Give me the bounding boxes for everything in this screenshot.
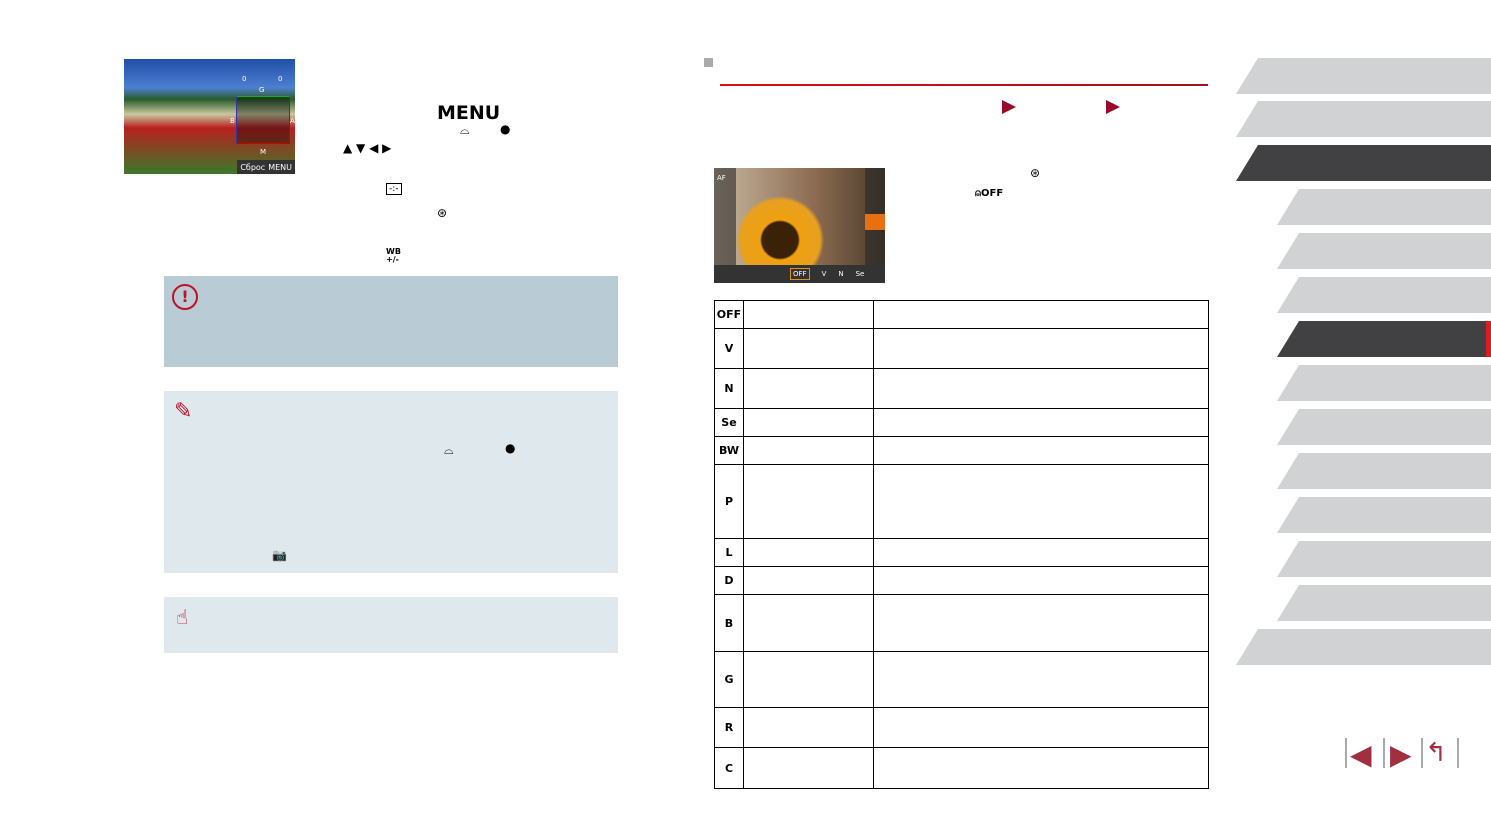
my-colors-table: OFF V N Se BW P L D B G R C [714, 300, 1209, 789]
control-dial-icon: ● [500, 122, 511, 136]
option-n: N [838, 270, 844, 278]
info-button-icon: -:- [386, 183, 402, 195]
next-page-icon[interactable]: ▶ [1390, 738, 1412, 771]
table-row: R [714, 707, 1209, 748]
selected-my-colors-item [865, 214, 885, 230]
my-colors-icon: OFF [714, 300, 744, 329]
sidebar-subtab[interactable] [1277, 453, 1491, 489]
axis-g: G [259, 86, 265, 94]
previous-page-icon[interactable]: ◀ [1350, 738, 1372, 771]
option-v: V [821, 270, 827, 278]
my-colors-icon: L [714, 538, 744, 567]
wb-value: 0 [278, 75, 283, 83]
table-row: G [714, 651, 1209, 708]
sidebar-subtab[interactable] [1277, 541, 1491, 577]
table-row: C [714, 747, 1209, 789]
sidebar-subtab[interactable] [1277, 585, 1491, 621]
axis-b: B [230, 117, 235, 125]
my-colors-icon: V [714, 328, 744, 369]
main-dial-icon: ⌓ [444, 443, 454, 457]
touch-icon: ☝ [176, 605, 189, 629]
my-colors-screen: AF OFF V N Se [714, 168, 885, 283]
table-row: OFF [714, 300, 1209, 329]
caution-note: ! [164, 276, 618, 367]
wb-correction-grid [236, 96, 290, 144]
memo-note: ✎ ⌓ ● 📷 [164, 391, 618, 573]
touch-note: ☝ [164, 597, 618, 653]
arrow-keys-icon: ▲ ▼ ◀ ▶ [343, 141, 392, 155]
sidebar-tab-active[interactable] [1236, 145, 1491, 181]
active-marker [1486, 321, 1491, 357]
sidebar-subtab[interactable] [1277, 189, 1491, 225]
nav-divider [1457, 738, 1459, 768]
my-colors-icon: BW [714, 436, 744, 465]
my-colors-icon: Se [714, 408, 744, 437]
screen-footer: Сброс MENU [237, 160, 295, 174]
nav-divider [1421, 738, 1423, 768]
table-row: BW [714, 436, 1209, 465]
table-row: L [714, 538, 1209, 567]
sidebar-tab[interactable] [1236, 629, 1491, 665]
white-balance-correction-screen: 0 0 G B A M Сброс MENU [124, 59, 295, 174]
sidebar-subtab[interactable] [1277, 497, 1491, 533]
func-set-icon: ⊛ [437, 206, 448, 220]
sidebar-subtab[interactable] [1277, 365, 1491, 401]
wb-value: 0 [242, 75, 247, 83]
options-bar: OFF V N Se [714, 265, 885, 283]
nav-divider [1383, 738, 1385, 768]
option-off: OFF [790, 268, 810, 280]
section-rule [720, 84, 1208, 86]
nav-divider [1345, 738, 1347, 768]
table-row: V [714, 328, 1209, 369]
sidebar-subtab[interactable] [1277, 233, 1491, 269]
my-colors-icon: R [714, 707, 744, 748]
my-colors-icon: N [714, 368, 744, 409]
option-se: Se [855, 270, 865, 278]
back-icon[interactable]: ↰ [1425, 738, 1447, 768]
camera-icon: 📷 [272, 548, 287, 562]
my-colors-icon: G [714, 651, 744, 708]
func-set-icon: ⊛ [1030, 166, 1041, 180]
sidebar-subtab[interactable] [1277, 277, 1491, 313]
my-colors-icon: D [714, 566, 744, 595]
menu-back-label: MENU [268, 162, 292, 172]
table-row: P [714, 464, 1209, 539]
table-row: Se [714, 408, 1209, 437]
table-row: N [714, 368, 1209, 409]
control-dial-icon: ● [505, 441, 516, 455]
section-marker [704, 58, 713, 67]
my-colors-icon: P [714, 464, 744, 539]
left-menu: AF [714, 168, 736, 265]
pencil-icon: ✎ [174, 399, 193, 424]
table-row: B [714, 594, 1209, 652]
axis-m: M [260, 148, 267, 156]
my-colors-off-icon: ⍝OFF [975, 188, 1004, 199]
my-colors-icon: B [714, 594, 744, 652]
my-colors-icon: C [714, 747, 744, 789]
arrow-icon [1106, 100, 1120, 114]
af-label: AF [717, 174, 726, 182]
sidebar-tab[interactable] [1236, 58, 1491, 94]
caution-icon: ! [172, 284, 198, 310]
sidebar-subtab[interactable] [1277, 409, 1491, 445]
sidebar-tab[interactable] [1236, 101, 1491, 137]
table-row: D [714, 566, 1209, 595]
reset-label: Сброс [240, 162, 266, 172]
arrow-icon [1002, 100, 1016, 114]
menu-button-label: MENU [437, 102, 501, 124]
main-dial-icon: ⌓ [460, 123, 470, 137]
axis-a: A [290, 117, 295, 125]
sidebar-subtab-active[interactable] [1277, 321, 1491, 357]
wb-adjust-icon: WB +/- [386, 247, 401, 264]
